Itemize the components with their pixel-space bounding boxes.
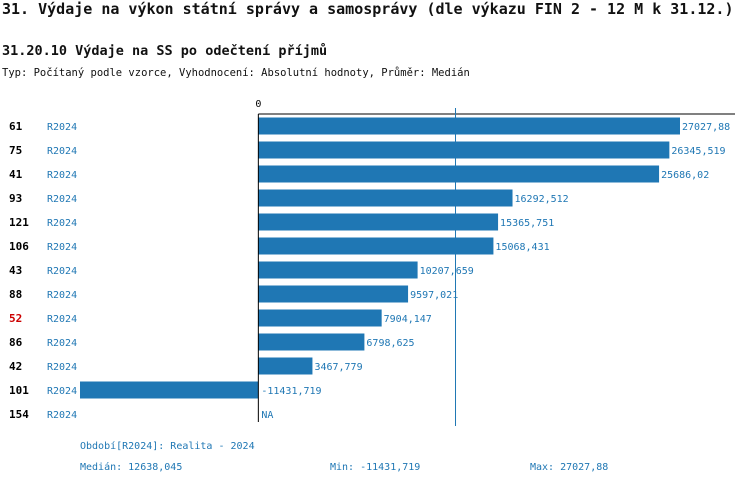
row-id-label: 52 [9,312,22,325]
bar [258,237,494,255]
bar-value-label: 7904,147 [384,314,432,325]
row-id-label: 121 [9,216,29,229]
row-period-label: R2024 [47,242,77,253]
bar-value-label: 6798,625 [366,338,414,349]
bar [258,165,660,183]
bar [258,261,418,279]
chart-subtitle: 31.20.10 Výdaje na SS po odečtení příjmů [2,43,328,59]
row-period-label: R2024 [47,170,77,181]
row-id-label: 43 [9,264,22,277]
row-period-label: R2024 [47,290,77,301]
footer-period: Období[R2024]: Realita - 2024 [80,441,255,452]
row-period-label: R2024 [47,362,77,373]
bar-value-label: 16292,512 [515,194,569,205]
bar-value-label: 15068,431 [495,242,549,253]
bar-value-label: 15365,751 [500,218,554,229]
bar [258,141,670,159]
row-period-label: R2024 [47,194,77,205]
bar-value-label: 25686,02 [661,170,709,181]
bar [258,333,365,351]
bar [258,357,313,375]
bar-value-label: -11431,719 [261,386,321,397]
footer-min: Min: -11431,719 [330,462,421,473]
bar [80,381,259,399]
chart-meta: Typ: Počítaný podle vzorce, Vyhodnocení:… [2,67,470,79]
row-period-label: R2024 [47,386,77,397]
row-id-label: 88 [9,288,22,301]
bar [258,213,499,231]
bar-value-label: 26345,519 [671,146,725,157]
page-title: 31. Výdaje na výkon státní správy a samo… [2,0,734,18]
bar-value-label: 10207,659 [420,266,474,277]
row-period-label: R2024 [47,122,77,133]
bar [258,117,680,135]
bar [258,285,409,303]
row-period-label: R2024 [47,338,77,349]
bar [258,309,382,327]
row-id-label: 42 [9,360,22,373]
axis-zero-label: 0 [255,99,261,110]
bar-value-label: 3467,779 [314,362,362,373]
row-id-label: 75 [9,144,22,157]
row-id-label: 86 [9,336,23,349]
bar-value-label: 9597,021 [410,290,458,301]
row-id-label: 93 [9,192,22,205]
footer-median: Medián: 12638,045 [80,462,183,473]
row-id-label: 106 [9,240,29,253]
row-id-label: 61 [9,120,23,133]
bar-value-label: NA [261,410,273,421]
row-id-label: 101 [9,384,29,397]
footer-max: Max: 27027,88 [530,462,609,473]
row-period-label: R2024 [47,218,77,229]
row-period-label: R2024 [47,314,77,325]
row-period-label: R2024 [47,146,77,157]
row-id-label: 41 [9,168,23,181]
row-period-label: R2024 [47,266,77,277]
bar [258,189,513,207]
bar-value-label: 27027,88 [682,122,730,133]
row-id-label: 154 [9,408,29,421]
row-period-label: R2024 [47,410,77,421]
